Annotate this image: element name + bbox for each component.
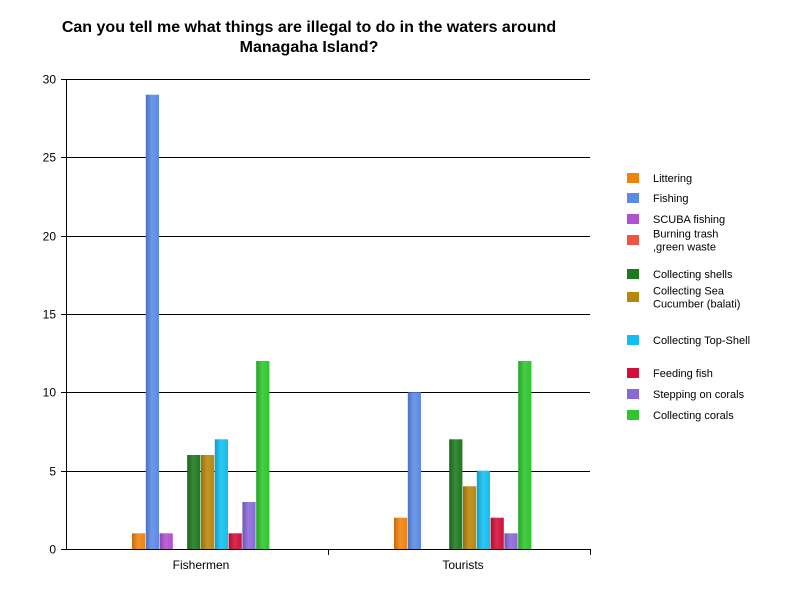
legend-label: Collecting Sea xyxy=(653,286,725,298)
chart-title-line-2: Managaha Island? xyxy=(240,39,379,56)
bar xyxy=(518,361,532,549)
legend-swatch xyxy=(627,410,639,420)
gridlines xyxy=(66,79,590,472)
y-tick-label: 30 xyxy=(43,73,57,87)
legend-swatch xyxy=(627,193,639,203)
y-tick-label: 10 xyxy=(43,386,57,400)
bar xyxy=(242,502,256,549)
y-tick-label: 20 xyxy=(43,230,57,244)
bar xyxy=(214,439,228,549)
bar xyxy=(394,517,408,549)
y-tick-label: 25 xyxy=(43,151,57,165)
legend-label: Burning trash xyxy=(653,229,718,241)
bar xyxy=(201,455,215,549)
legend-item: Fishing xyxy=(627,193,688,205)
bar xyxy=(407,392,421,549)
legend-item: Collecting shells xyxy=(627,269,733,281)
legend-label: ,green waste xyxy=(653,242,716,254)
legend-item: Collecting corals xyxy=(627,410,734,422)
category-label: Tourists xyxy=(442,558,483,572)
bar xyxy=(159,533,173,549)
legend-label: Feeding fish xyxy=(653,368,713,380)
legend-label: Cucumber (balati) xyxy=(653,299,740,311)
bar xyxy=(476,470,490,549)
bar xyxy=(132,533,146,549)
legend-item: Stepping on corals xyxy=(627,389,745,401)
bar xyxy=(256,361,270,549)
y-tick-label: 15 xyxy=(43,308,57,322)
legend-swatch xyxy=(627,368,639,378)
legend-swatch xyxy=(627,335,639,345)
legend-swatch xyxy=(627,235,639,245)
legend-label: SCUBA fishing xyxy=(653,214,725,226)
legend-item: Feeding fish xyxy=(627,368,713,380)
y-tick-label: 5 xyxy=(49,465,56,479)
bar xyxy=(490,517,504,549)
legend-label: Fishing xyxy=(653,193,688,205)
legend-item: Littering xyxy=(627,173,692,185)
bar xyxy=(449,439,463,549)
axes: 0 5 10 15 20 25 30 Fishermen Tourists xyxy=(43,73,591,572)
legend-swatch xyxy=(627,292,639,302)
bars xyxy=(132,94,532,549)
legend-label: Collecting shells xyxy=(653,269,733,281)
legend-swatch xyxy=(627,389,639,399)
legend-label: Collecting corals xyxy=(653,410,734,422)
bar xyxy=(463,486,477,549)
bar xyxy=(145,94,159,549)
bar xyxy=(228,533,242,549)
legend-label: Littering xyxy=(653,173,692,185)
category-label: Fishermen xyxy=(173,558,230,572)
chart-title-line-1: Can you tell me what things are illegal … xyxy=(62,19,556,36)
legend-item: SCUBA fishing xyxy=(627,214,725,226)
legend-swatch xyxy=(627,214,639,224)
legend-swatch xyxy=(627,173,639,183)
legend-label: Collecting Top-Shell xyxy=(653,335,750,347)
bar xyxy=(504,533,518,549)
legend-label: Stepping on corals xyxy=(653,389,745,401)
legend-swatch xyxy=(627,269,639,279)
legend-item: Burning trash,green waste xyxy=(627,229,718,254)
legend: Littering Fishing SCUBA fishing Burning tra… xyxy=(627,173,750,422)
y-tick-label: 0 xyxy=(49,543,56,557)
legend-item: Collecting Top-Shell xyxy=(627,335,750,347)
bar xyxy=(187,455,201,549)
